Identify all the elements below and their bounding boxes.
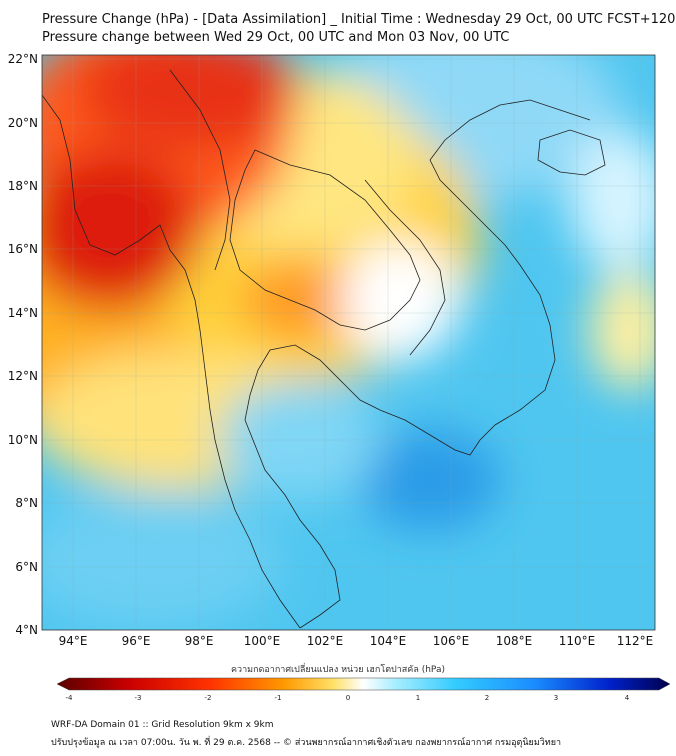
lat-label: 6°N xyxy=(15,560,38,574)
lat-label: 22°N xyxy=(8,52,38,66)
lon-label: 102°E xyxy=(307,634,344,648)
lat-label: 18°N xyxy=(8,179,38,193)
lat-label: 20°N xyxy=(8,116,38,130)
page-title: Pressure Change (hPa) - [Data Assimilati… xyxy=(42,12,676,27)
page-subtitle: Pressure change between Wed 29 Oct, 00 U… xyxy=(42,30,510,45)
colorbar-tick: 4 xyxy=(624,694,630,702)
plot-frame xyxy=(41,54,656,631)
colorbar-tick: 2 xyxy=(484,694,490,702)
lat-label: 12°N xyxy=(8,369,38,383)
colorbar-tick: -2 xyxy=(204,694,212,702)
lat-label: 14°N xyxy=(8,306,38,320)
lon-label: 108°E xyxy=(496,634,533,648)
colorbar-tick: 3 xyxy=(553,694,559,702)
lon-label: 106°E xyxy=(433,634,470,648)
lon-label: 112°E xyxy=(617,634,654,648)
colorbar-tick: 0 xyxy=(345,694,351,702)
lat-label: 10°N xyxy=(8,433,38,447)
lat-label: 16°N xyxy=(8,242,38,256)
graticule xyxy=(42,55,655,630)
colorbar-tick: -1 xyxy=(274,694,282,702)
lon-label: 104°E xyxy=(370,634,407,648)
lat-axis: 22°N 20°N 18°N 16°N 14°N 12°N 10°N 8°N 6… xyxy=(8,52,38,637)
lat-label: 8°N xyxy=(15,496,38,510)
colorbar-tick: 1 xyxy=(415,694,421,702)
lon-axis: 94°E 96°E 98°E 100°E 102°E 104°E 106°E 1… xyxy=(59,634,654,648)
colorbar-tick: -4 xyxy=(65,694,73,702)
footer-model-info: WRF-DA Domain 01 :: Grid Resolution 9km … xyxy=(51,720,274,730)
lon-label: 94°E xyxy=(59,634,88,648)
lon-label: 98°E xyxy=(185,634,214,648)
colorbar xyxy=(56,677,671,691)
coastlines xyxy=(42,69,606,629)
lat-label: 4°N xyxy=(15,623,38,637)
colorbar-label: ความกดอากาศเปลี่ยนแปลง หน่วย เฮกโตปาสคัล… xyxy=(231,665,445,675)
footer-credit: ปรับปรุงข้อมูล ณ เวลา 07:00น. วัน พ. ที่… xyxy=(51,738,562,748)
lon-label: 110°E xyxy=(559,634,596,648)
lon-label: 96°E xyxy=(122,634,151,648)
pressure-field xyxy=(42,55,655,630)
lon-label: 100°E xyxy=(244,634,281,648)
colorbar-tick: -3 xyxy=(134,694,142,702)
